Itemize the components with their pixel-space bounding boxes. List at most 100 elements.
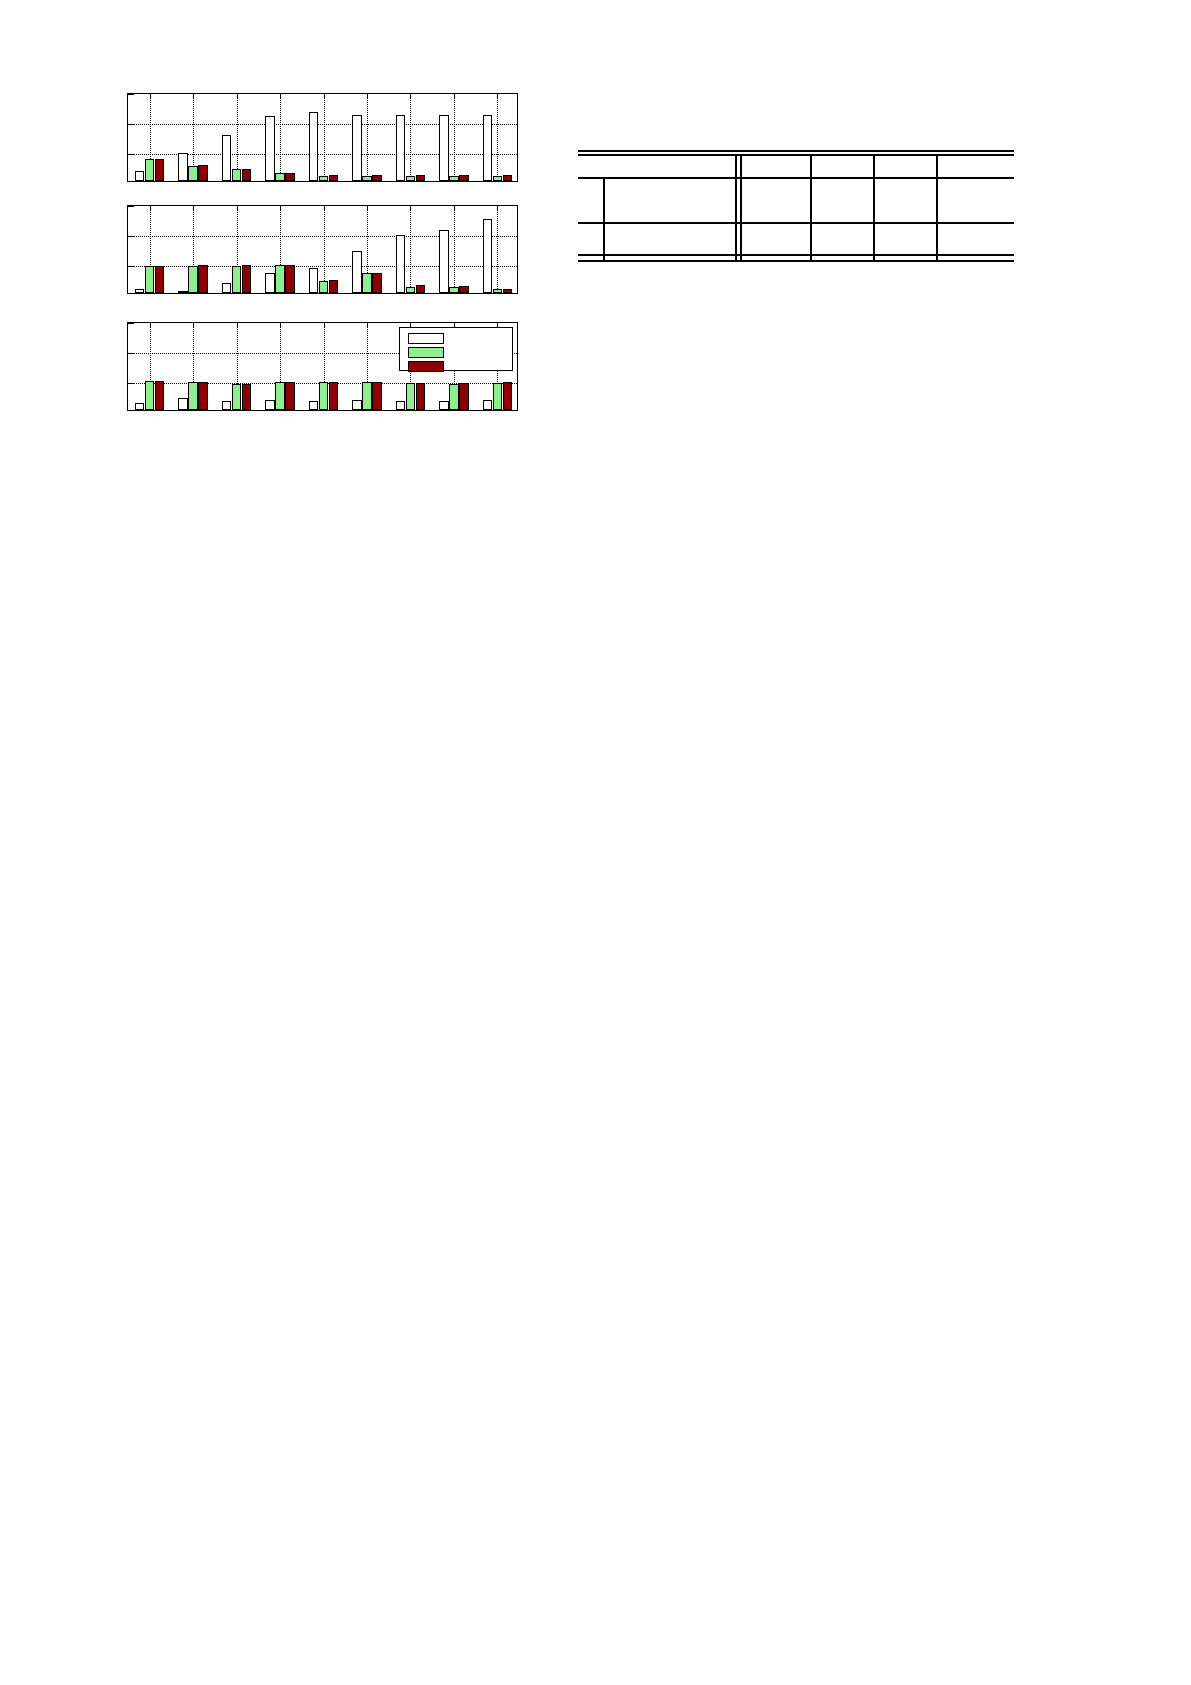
bar-series1-cat7 <box>449 384 459 410</box>
legend-swatch-series2 <box>408 361 444 372</box>
bar-series0-cat3 <box>265 116 275 181</box>
bar-chart-panel-1 <box>127 93 518 182</box>
axis-tick-y <box>128 382 134 384</box>
bar-series1-cat5 <box>362 273 372 293</box>
table-vrule-3 <box>810 154 812 260</box>
bar-series2-cat3 <box>285 265 295 293</box>
bar-series0-cat2 <box>221 401 232 410</box>
bar-series0-cat2 <box>221 283 232 293</box>
bar-series0-cat4 <box>308 268 319 293</box>
bar-series1-cat4 <box>318 175 329 181</box>
bar-series2-cat0 <box>154 266 165 293</box>
gridline-vertical <box>453 206 455 293</box>
gridline-vertical <box>149 206 151 293</box>
bar-series1-cat1 <box>188 165 198 181</box>
axis-tick-x <box>236 94 238 99</box>
bar-series0-cat8 <box>482 400 493 410</box>
bar-series0-cat5 <box>352 115 362 181</box>
bar-series1-cat8 <box>492 383 503 410</box>
bar-series2-cat7 <box>459 383 469 410</box>
table-vrule-2b <box>740 154 742 260</box>
axis-tick-x <box>280 323 282 328</box>
bar-series2-cat1 <box>198 382 208 410</box>
gridline-vertical <box>323 206 325 293</box>
bar-series0-cat8 <box>482 219 493 293</box>
bar-series0-cat0 <box>134 171 145 181</box>
axis-tick-x <box>366 323 368 328</box>
bar-series1-cat4 <box>318 280 329 293</box>
table-vrule-2a <box>735 154 737 260</box>
bar-series1-cat5 <box>362 175 372 181</box>
table-bottom-rule-outer <box>578 260 1014 262</box>
gridline-vertical <box>410 94 412 181</box>
bar-series0-cat3 <box>265 273 275 293</box>
axis-tick-x <box>149 94 151 99</box>
bar-chart-panel-2 <box>127 205 518 294</box>
axis-tick-x <box>280 206 282 211</box>
bar-series0-cat7 <box>439 229 449 293</box>
bar-series2-cat5 <box>372 273 382 293</box>
bar-series0-cat6 <box>395 401 406 410</box>
bar-series2-cat4 <box>328 279 339 293</box>
gridline-vertical <box>236 323 238 410</box>
bar-series0-cat1 <box>178 153 188 181</box>
gridline-vertical <box>323 323 325 410</box>
bar-series2-cat5 <box>372 382 382 410</box>
bar-series1-cat0 <box>144 158 155 181</box>
axis-tick-x <box>323 323 325 328</box>
bar-series0-cat5 <box>352 251 362 293</box>
bar-series2-cat8 <box>502 288 513 293</box>
gridline-vertical <box>280 323 282 410</box>
bar-chart-panel-3 <box>127 322 518 411</box>
bar-series2-cat5 <box>372 174 382 181</box>
gridline-vertical <box>323 94 325 181</box>
gridline-vertical <box>280 206 282 293</box>
bar-series0-cat3 <box>265 400 275 410</box>
bar-series2-cat1 <box>198 164 208 181</box>
bar-series2-cat6 <box>415 383 426 410</box>
gridline-vertical <box>193 206 195 293</box>
axis-tick-y <box>128 94 134 95</box>
axis-tick-x <box>323 94 325 99</box>
gridline-vertical <box>453 94 455 181</box>
axis-tick-y <box>128 236 134 238</box>
legend-swatch-series1 <box>408 347 444 358</box>
axis-tick-x <box>149 323 151 328</box>
bar-series1-cat2 <box>231 169 242 181</box>
bar-series2-cat8 <box>502 381 513 410</box>
bar-series0-cat7 <box>439 115 449 181</box>
legend-swatch-series0 <box>408 333 444 344</box>
bar-series0-cat1 <box>178 398 188 410</box>
table-bottom-rule-inner <box>578 254 1014 256</box>
table-vrule-4 <box>873 154 875 260</box>
table-row-rule <box>578 222 1014 224</box>
gridline-vertical <box>193 323 195 410</box>
gridline-vertical <box>497 206 499 293</box>
gridline-vertical <box>149 94 151 181</box>
bar-series1-cat7 <box>449 175 459 181</box>
bar-series0-cat8 <box>482 115 493 181</box>
bar-series1-cat2 <box>231 266 242 293</box>
axis-tick-x <box>453 206 455 211</box>
bar-series1-cat4 <box>318 382 329 410</box>
table-header-rule <box>578 177 1014 179</box>
bar-series1-cat8 <box>492 288 503 293</box>
bar-series0-cat6 <box>395 235 406 293</box>
bar-series0-cat4 <box>308 111 319 181</box>
bar-series0-cat0 <box>134 289 145 293</box>
gridline-vertical <box>236 206 238 293</box>
axis-tick-x <box>193 94 195 99</box>
table-vrule-1 <box>603 177 605 260</box>
bar-series2-cat1 <box>198 265 208 293</box>
axis-tick-x <box>497 323 499 328</box>
bar-series1-cat0 <box>144 266 155 293</box>
bar-series2-cat4 <box>328 382 339 410</box>
bar-series1-cat1 <box>188 382 198 410</box>
bar-series0-cat6 <box>395 115 406 181</box>
axis-tick-x <box>323 206 325 211</box>
axis-tick-x <box>236 206 238 211</box>
axis-tick-y <box>128 323 134 324</box>
gridline-vertical <box>236 94 238 181</box>
gridline-vertical <box>366 206 368 293</box>
bar-series2-cat6 <box>415 174 426 181</box>
